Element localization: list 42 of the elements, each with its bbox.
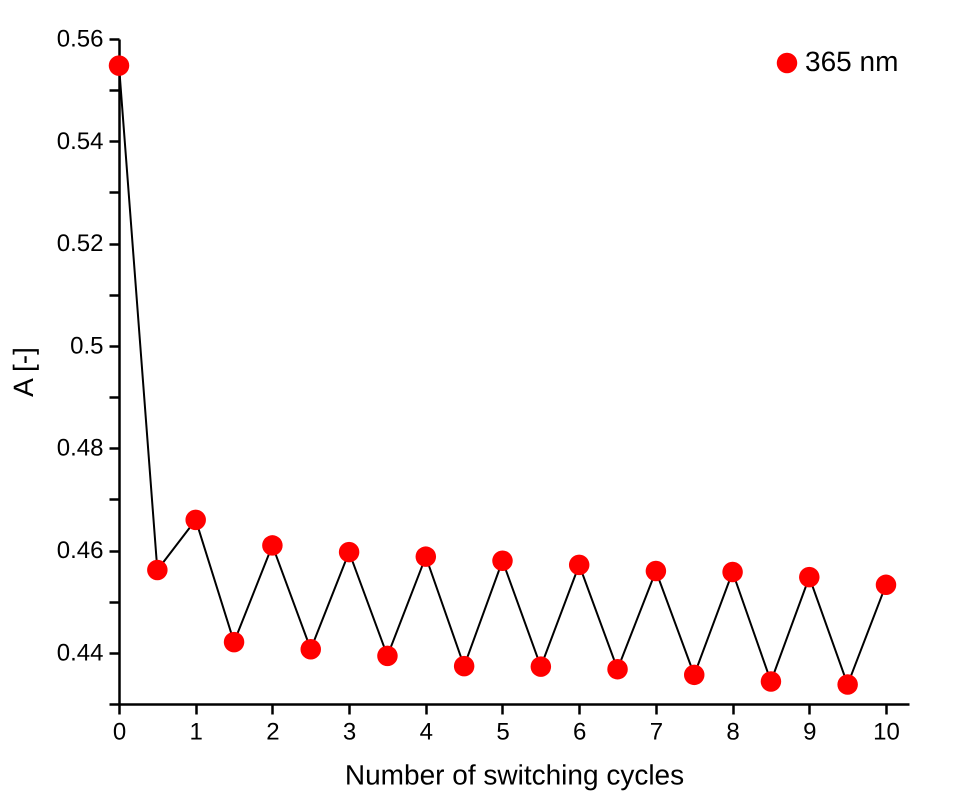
x-axis-title: Number of switching cycles — [344, 760, 684, 790]
y-axis-title: A [-] — [8, 347, 39, 397]
point — [837, 674, 858, 695]
y-tick-label: 0.5 — [70, 332, 104, 360]
point — [684, 664, 704, 686]
x-tick-label: 10 — [873, 718, 900, 746]
point — [185, 510, 206, 530]
point — [646, 560, 666, 582]
x-tick-label: 0 — [112, 718, 126, 746]
x-tick-label: 4 — [420, 718, 433, 746]
point — [568, 554, 590, 576]
x-tick-label: 2 — [266, 718, 280, 746]
x-tick-label: 8 — [726, 718, 740, 746]
y-tick-label: 0.56 — [56, 26, 104, 52]
point — [454, 656, 474, 676]
y-tick-label: 0.52 — [56, 230, 104, 258]
point — [760, 671, 782, 692]
x-tick-label: 7 — [650, 718, 664, 746]
x-tick-label: 5 — [496, 718, 510, 746]
point — [300, 639, 321, 660]
point — [338, 542, 360, 562]
y-tick-label: 0.44 — [56, 639, 104, 666]
point — [377, 646, 398, 666]
x-tick-label: 1 — [190, 718, 203, 746]
point — [607, 658, 628, 680]
y-tick-label: 0.54 — [56, 128, 104, 155]
y-tick-label: 0.48 — [56, 434, 104, 462]
x-tick-label: 9 — [803, 718, 816, 746]
point — [416, 546, 436, 567]
point — [530, 656, 552, 677]
point — [722, 562, 743, 582]
point — [108, 55, 130, 76]
legend-label: 365 nm — [805, 46, 898, 77]
point — [147, 560, 168, 580]
point — [799, 566, 820, 588]
point — [876, 574, 896, 596]
x-tick-label: 3 — [342, 718, 356, 746]
point — [262, 535, 283, 556]
point — [224, 632, 244, 652]
y-tick-label: 0.46 — [56, 537, 104, 564]
point — [492, 550, 513, 571]
x-tick-label: 6 — [573, 718, 586, 746]
